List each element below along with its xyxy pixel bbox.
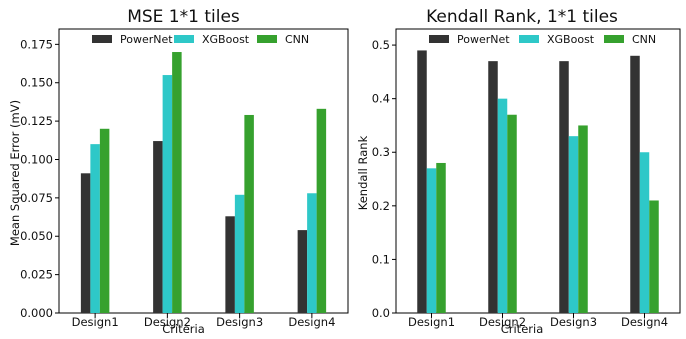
mse-x-tick-label: Design4 — [288, 315, 335, 329]
kendall-legend-label-xgboost: XGBoost — [547, 33, 595, 46]
kendall-plot-frame — [395, 28, 681, 314]
mse-plot-frame — [58, 28, 349, 314]
kendall-x-tick-label: Design1 — [408, 315, 455, 329]
mse-legend-swatch-xgboost — [174, 35, 194, 43]
mse-y-axis-label: Mean Squared Error (mV) — [8, 100, 22, 246]
kendall-legend-label-powernet: PowerNet — [457, 33, 510, 46]
kendall-bar-xgboost-design2 — [497, 98, 508, 314]
mse-chart: MSE 1*1 tiles Criteria Mean Squared Erro… — [8, 7, 349, 336]
kendall-x-tick-label: Design2 — [479, 315, 526, 329]
mse-legend-label-xgboost: XGBoost — [202, 33, 250, 46]
mse-bar-powernet-design2 — [153, 141, 163, 313]
kendall-x-axis-label: Criteria — [501, 322, 544, 335]
mse-y-tick-label: 0.100 — [20, 152, 53, 166]
kendall-bar-xgboost-design3 — [568, 136, 579, 313]
mse-bar-xgboost-design2 — [162, 75, 173, 314]
mse-chart-title: MSE 1*1 tiles — [127, 7, 240, 27]
kendall-chart: Kendall Rank, 1*1 tiles Criteria Kendall… — [356, 7, 681, 336]
mse-bar-cnn-design1 — [99, 128, 110, 313]
kendall-y-tick-label: 0.3 — [372, 145, 390, 159]
mse-y-tick-label: 0.075 — [20, 191, 53, 205]
kendall-legend-label-cnn: CNN — [632, 33, 656, 46]
mse-y-tick-label: 0.125 — [20, 114, 53, 128]
mse-legend-swatch-powernet — [92, 35, 112, 43]
kendall-legend-swatch-cnn — [604, 35, 624, 43]
mse-y-tick-label: 0.175 — [20, 37, 53, 51]
mse-y-tick-label: 0.150 — [20, 76, 53, 90]
mse-y-tick-label: 0.050 — [20, 229, 53, 243]
kendall-bar-cnn-design4 — [649, 200, 659, 313]
kendall-bar-cnn-design1 — [436, 162, 446, 313]
mse-bar-xgboost-design1 — [90, 144, 100, 313]
mse-bar-cnn-design4 — [316, 108, 327, 313]
kendall-chart-title: Kendall Rank, 1*1 tiles — [426, 7, 618, 27]
kendall-legend-swatch-powernet — [429, 35, 449, 43]
kendall-y-tick-label: 0.2 — [372, 199, 390, 213]
kendall-bar-xgboost-design1 — [426, 168, 437, 313]
kendall-bar-powernet-design4 — [630, 55, 640, 314]
kendall-y-tick-label: 0.5 — [372, 38, 390, 52]
kendall-y-tick-label: 0.1 — [372, 252, 390, 266]
kendall-legend-swatch-xgboost — [519, 35, 539, 43]
mse-x-axis-label: Criteria — [162, 322, 205, 335]
kendall-y-tick-label: 0.4 — [372, 92, 390, 106]
mse-bar-xgboost-design3 — [234, 194, 245, 313]
mse-x-tick-label: Design2 — [144, 315, 191, 329]
kendall-x-tick-label: Design4 — [621, 315, 668, 329]
mse-bar-xgboost-design4 — [307, 193, 317, 313]
kendall-bar-powernet-design1 — [417, 50, 427, 314]
mse-y-tick-label: 0.000 — [20, 306, 53, 320]
kendall-y-axis-label: Kendall Rank — [356, 135, 370, 210]
mse-legend-swatch-cnn — [257, 35, 277, 43]
kendall-bar-cnn-design3 — [578, 125, 588, 314]
kendall-x-tick-label: Design3 — [550, 315, 597, 329]
mse-bar-cnn-design3 — [244, 114, 254, 314]
mse-x-tick-label: Design1 — [72, 315, 119, 329]
kendall-bar-xgboost-design4 — [639, 152, 650, 313]
kendall-y-tick-label: 0.0 — [372, 306, 390, 320]
kendall-bar-cnn-design2 — [507, 114, 517, 314]
mse-bar-powernet-design3 — [225, 216, 235, 313]
mse-bar-powernet-design1 — [80, 173, 91, 313]
mse-legend-label-powernet: PowerNet — [120, 33, 173, 46]
mse-x-tick-label: Design3 — [216, 315, 263, 329]
mse-y-tick-label: 0.025 — [20, 268, 53, 282]
mse-bar-cnn-design2 — [172, 52, 182, 313]
mse-bar-powernet-design4 — [297, 230, 308, 313]
kendall-bar-powernet-design3 — [559, 61, 569, 314]
kendall-bar-powernet-design2 — [488, 61, 498, 314]
mse-legend-label-cnn: CNN — [285, 33, 309, 46]
